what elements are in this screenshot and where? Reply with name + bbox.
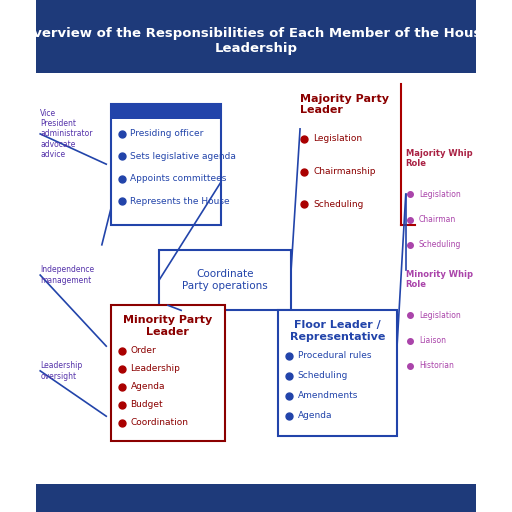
Text: Floor Leader /
Representative: Floor Leader / Representative (290, 321, 385, 342)
Text: Presiding officer: Presiding officer (131, 130, 204, 138)
Text: Agenda: Agenda (298, 411, 332, 420)
Text: Amendments: Amendments (298, 391, 358, 400)
Text: Represents the House: Represents the House (131, 197, 230, 206)
Text: Legislation: Legislation (419, 311, 461, 320)
FancyBboxPatch shape (111, 305, 225, 441)
FancyBboxPatch shape (111, 103, 221, 225)
Text: Liaison: Liaison (419, 336, 446, 345)
Text: Overview of the Responsibilities of Each Member of the House Leadership: Overview of the Responsibilities of Each… (22, 27, 490, 55)
Text: Scheduling: Scheduling (419, 240, 461, 249)
Text: Vice
President
administrator
advocate
advice: Vice President administrator advocate ad… (40, 109, 93, 159)
Text: Historian: Historian (419, 361, 454, 370)
Text: Minority Party
Leader: Minority Party Leader (123, 315, 212, 337)
Text: Majority Party
Leader: Majority Party Leader (300, 94, 389, 115)
Text: Chairman: Chairman (419, 215, 456, 224)
Text: Majority Whip
Role: Majority Whip Role (406, 149, 473, 168)
Text: Legislation: Legislation (313, 135, 362, 143)
Text: Sets legislative agenda: Sets legislative agenda (131, 152, 237, 161)
Text: Agenda: Agenda (131, 382, 165, 391)
Text: Leadership: Leadership (131, 364, 180, 373)
Text: Coordination: Coordination (131, 418, 188, 428)
Text: Budget: Budget (131, 400, 163, 410)
Text: Minority Whip
Role: Minority Whip Role (406, 270, 473, 289)
FancyBboxPatch shape (159, 250, 291, 310)
Text: Appoints committees: Appoints committees (131, 174, 227, 183)
Bar (111, 103, 221, 119)
Text: Leadership
oversight: Leadership oversight (40, 361, 82, 380)
Text: Order: Order (131, 346, 156, 355)
Text: Independence
management: Independence management (40, 265, 94, 285)
Text: Coordinate
Party operations: Coordinate Party operations (182, 269, 268, 291)
Text: Chairmanship: Chairmanship (313, 167, 376, 176)
Text: Scheduling: Scheduling (298, 371, 348, 380)
FancyBboxPatch shape (278, 310, 397, 436)
Bar (36, 0, 476, 73)
Text: Scheduling: Scheduling (313, 200, 364, 209)
Text: Procedural rules: Procedural rules (298, 351, 371, 360)
Text: Legislation: Legislation (419, 190, 461, 199)
Bar (36, 484, 476, 512)
